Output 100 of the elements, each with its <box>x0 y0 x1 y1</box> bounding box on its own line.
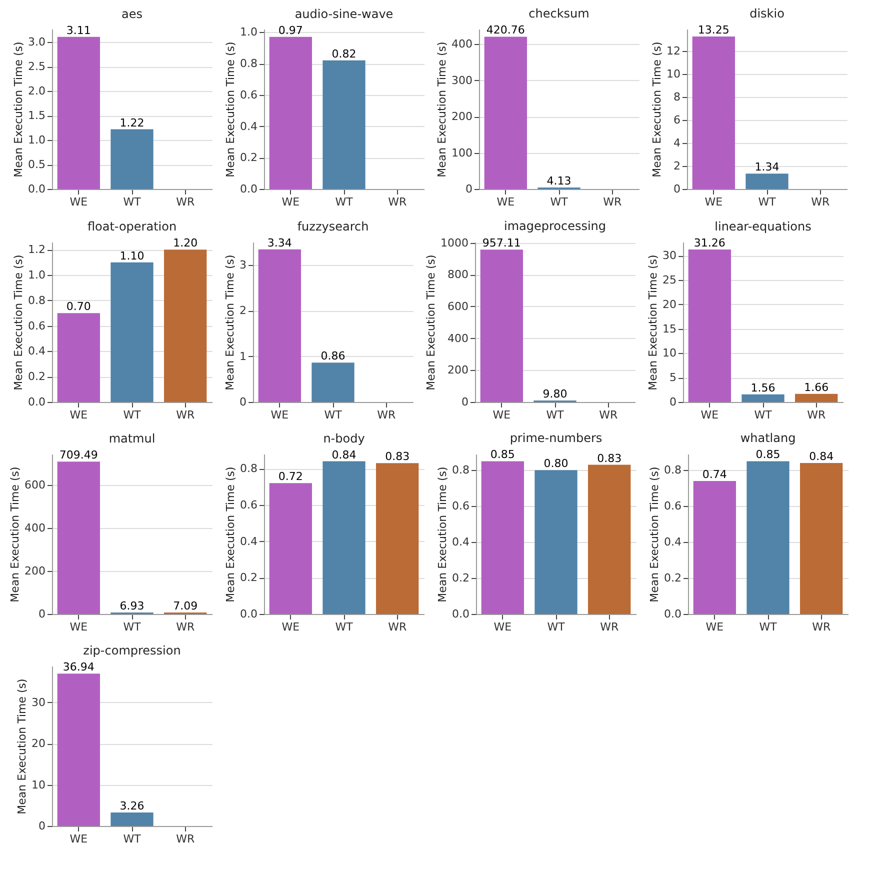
y-tick-label: 0.6 <box>28 319 46 332</box>
y-tick-label: 0.4 <box>240 534 258 548</box>
data-label: 6.93 <box>120 600 144 613</box>
y-tick-label: 0 <box>38 608 46 620</box>
data-label: 7.09 <box>173 599 198 612</box>
y-tick-label: 10 <box>32 778 46 792</box>
y-tick-label: 800 <box>448 268 468 282</box>
chart-title: n-body <box>323 431 365 446</box>
data-label: 0.70 <box>66 300 91 314</box>
x-tick-label: WR <box>176 196 195 208</box>
y-tick-label: 2 <box>240 304 246 318</box>
y-tick-label: 15 <box>662 322 676 336</box>
data-label: 709.49 <box>59 448 98 462</box>
y-tick-label: 12 <box>666 44 680 58</box>
y-tick-label: 0.2 <box>240 151 258 164</box>
y-tick-label: 0.5 <box>28 158 46 172</box>
x-tick-label: WR <box>811 196 830 208</box>
y-tick-label: 0.6 <box>240 88 258 102</box>
data-label: 1.20 <box>173 236 198 250</box>
x-tick-label: WR <box>603 196 622 208</box>
y-tick-label: 3.0 <box>28 36 46 49</box>
y-tick-label: 200 <box>452 110 472 124</box>
y-tick-label: 0.2 <box>664 572 682 585</box>
y-tick-label: 0.0 <box>28 182 46 196</box>
chart-title: diskio <box>750 6 784 20</box>
data-label: 1.66 <box>804 380 829 394</box>
chart-title: prime-numbers <box>510 431 602 446</box>
data-label: 0.80 <box>544 457 568 470</box>
y-tick-label: 3 <box>240 258 246 272</box>
data-label: 1.56 <box>750 381 776 394</box>
bar <box>481 461 524 614</box>
y-tick-label: 0.4 <box>452 536 470 549</box>
y-tick-label: 300 <box>452 74 472 87</box>
chart-title: checksum <box>528 6 590 21</box>
x-tick-label: WE <box>704 196 723 208</box>
data-label: 0.82 <box>332 47 356 60</box>
y-tick-label: 0.2 <box>28 370 46 384</box>
y-tick-label: 0.4 <box>240 120 258 133</box>
y-tick-label: 4 <box>674 136 680 150</box>
y-axis-title: Mean Execution Time (s) <box>224 42 238 178</box>
x-tick-label: WR <box>807 408 826 422</box>
x-tick-label: WT <box>123 196 142 208</box>
y-tick-label: 400 <box>24 522 46 535</box>
data-label: 0.74 <box>702 468 727 481</box>
y-tick-label: 0 <box>674 182 680 196</box>
y-tick-label: 0.8 <box>452 464 470 477</box>
data-label: 13.25 <box>698 23 730 36</box>
x-tick-label: WE <box>270 408 289 422</box>
y-tick-label: 8 <box>674 90 680 104</box>
chart-title: fuzzysearch <box>297 219 369 234</box>
y-tick-label: 0.0 <box>452 608 470 620</box>
y-tick-label: 0.0 <box>240 182 258 196</box>
x-tick-label: WR <box>377 408 396 422</box>
x-tick-label: WT <box>324 408 342 422</box>
chart-title: matmul <box>108 432 156 446</box>
bar <box>795 394 838 402</box>
y-tick-label: 0 <box>466 182 472 196</box>
data-label: 0.86 <box>320 350 346 363</box>
x-tick-label: WR <box>176 408 195 422</box>
data-label: 0.72 <box>278 470 303 484</box>
y-axis-title: Mean Execution Time (s) <box>646 254 660 390</box>
data-label: 3.34 <box>267 236 292 250</box>
data-label: 420.76 <box>486 24 525 37</box>
x-tick-label: WT <box>546 408 564 422</box>
y-tick-label: 0 <box>462 396 468 408</box>
y-tick-label: 0.8 <box>240 57 258 70</box>
y-tick-label: 600 <box>24 478 46 492</box>
y-axis-title: Mean Execution Time (s) <box>224 466 238 602</box>
y-tick-label: 0.8 <box>28 294 46 307</box>
y-axis-title: Mean Execution Time (s) <box>8 466 22 602</box>
x-tick-label: WE <box>70 832 88 846</box>
y-tick-label: 2 <box>674 159 680 172</box>
y-tick-label: 1.0 <box>240 26 258 39</box>
y-axis-title: Mean Execution Time (s) <box>16 678 29 814</box>
bar <box>164 250 207 402</box>
y-tick-label: 1.0 <box>28 268 46 282</box>
x-tick-label: WE <box>70 408 88 422</box>
x-tick-label: WT <box>335 620 354 634</box>
data-label: 36.94 <box>62 660 94 674</box>
y-tick-label: 0 <box>38 820 46 832</box>
x-tick-label: WT <box>123 832 142 846</box>
y-tick-label: 0.2 <box>452 572 470 585</box>
bar <box>693 480 736 614</box>
data-label: 1.10 <box>120 249 144 262</box>
data-label: 0.84 <box>809 450 834 463</box>
chart-title: imageprocessing <box>504 218 606 233</box>
y-tick-label: 0.2 <box>240 571 258 584</box>
chart-title: whatlang <box>740 431 796 446</box>
x-tick-label: WE <box>494 620 512 634</box>
y-axis-title: Mean Execution Time (s) <box>648 466 662 602</box>
x-tick-label: WE <box>70 620 88 634</box>
y-tick-label: 0 <box>240 396 246 408</box>
data-label: 3.26 <box>120 800 144 813</box>
chart-title: zip-compression <box>83 644 181 658</box>
bar <box>57 462 100 614</box>
bar <box>534 470 578 614</box>
x-tick-label: WE <box>700 408 719 422</box>
chart-title: float-operation <box>87 220 177 234</box>
y-tick-label: 1.2 <box>28 243 46 256</box>
y-axis-title: Mean Execution Time (s) <box>650 42 664 178</box>
